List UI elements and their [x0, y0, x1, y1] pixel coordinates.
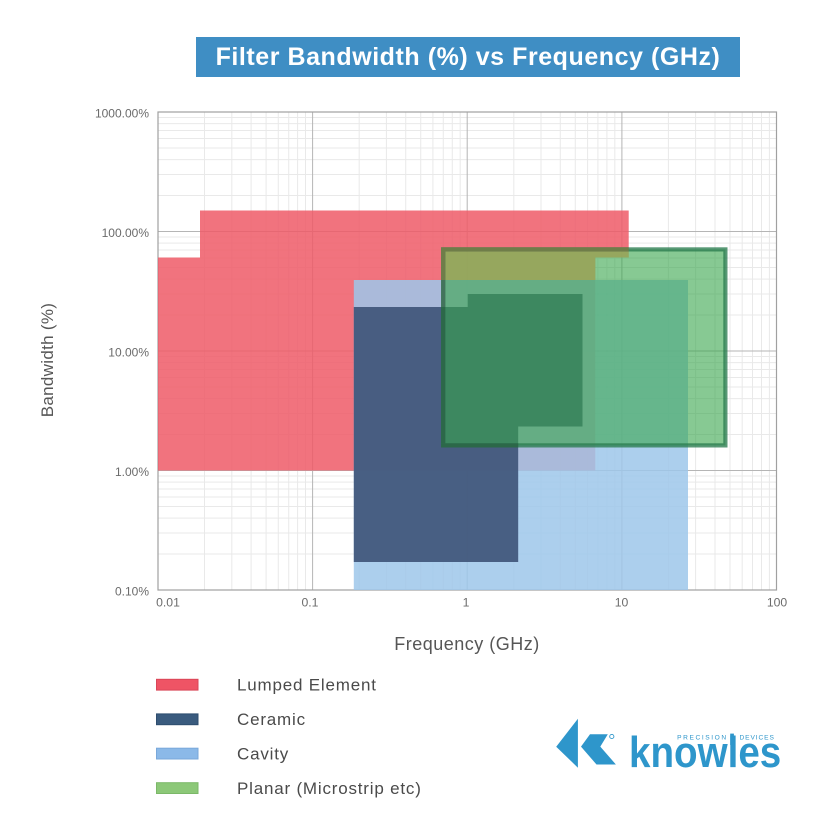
svg-text:Cavity: Cavity [237, 744, 289, 763]
svg-text:100.00%: 100.00% [102, 226, 150, 240]
svg-text:knowles: knowles [629, 727, 781, 776]
svg-text:10: 10 [615, 595, 629, 609]
svg-text:100: 100 [767, 595, 788, 609]
svg-text:0.01: 0.01 [156, 595, 180, 609]
svg-text:1: 1 [463, 595, 470, 609]
svg-text:1000.00%: 1000.00% [95, 106, 149, 120]
svg-text:0.10%: 0.10% [115, 584, 149, 598]
svg-text:Bandwidth (%): Bandwidth (%) [38, 303, 57, 417]
svg-text:Frequency (GHz): Frequency (GHz) [394, 634, 540, 654]
svg-text:Planar (Microstrip etc): Planar (Microstrip etc) [237, 779, 422, 798]
svg-text:Lumped Element: Lumped Element [237, 676, 377, 695]
svg-text:PRECISION: PRECISION [677, 734, 728, 741]
svg-text:Ceramic: Ceramic [237, 710, 306, 729]
svg-text:1.00%: 1.00% [115, 465, 149, 479]
svg-text:DEVICES: DEVICES [740, 734, 775, 741]
svg-text:0.1: 0.1 [302, 595, 319, 609]
svg-text:10.00%: 10.00% [108, 345, 149, 359]
